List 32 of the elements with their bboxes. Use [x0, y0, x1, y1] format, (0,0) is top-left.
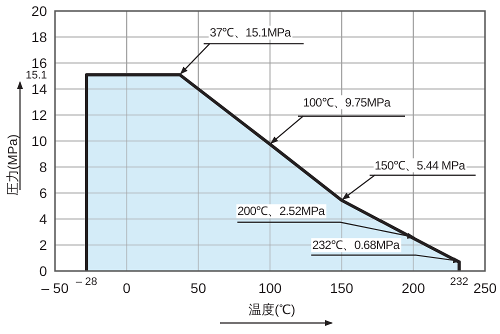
x-tick-label: 250: [473, 280, 497, 296]
y-tick-label: 16: [31, 55, 48, 71]
y-tick-label: 8: [39, 159, 48, 175]
y-tick-label: 20: [31, 3, 48, 19]
annotation: 232℃、0.68MPa: [312, 238, 400, 252]
y-axis-title: 圧力(MPa): [5, 134, 20, 196]
y-tick-label: 15.1: [26, 70, 47, 82]
x-tick-label: 0: [122, 280, 131, 296]
annotation: 37℃、15.1MPa: [210, 26, 292, 40]
annotation: 37℃、15.1MPa: [180, 26, 304, 74]
annotation: 150℃、5.44 MPa: [342, 158, 476, 200]
x-tick-label: 50: [190, 280, 206, 296]
x-tick-label: 150: [330, 280, 354, 296]
y-tick-label: 4: [39, 211, 48, 227]
x-tick-label: – 50: [41, 280, 69, 296]
x-tick-label: 232: [450, 276, 468, 288]
annotation: 100℃、9.75MPa: [270, 95, 405, 144]
annotation: 150℃、5.44 MPa: [374, 158, 466, 172]
x-axis-title: 温度(℃): [248, 302, 296, 317]
y-tick-label: 2: [39, 237, 48, 253]
annotation: 232℃、0.68MPa: [311, 238, 462, 264]
x-tick-label: 200: [402, 280, 426, 296]
y-tick-label: 18: [31, 29, 48, 45]
annotation: 100℃、9.75MPa: [303, 95, 391, 110]
x-tick-label: – 28: [76, 276, 98, 288]
annotation: 200℃、2.52MPa: [237, 204, 326, 218]
y-tick-label: 14: [31, 81, 48, 97]
annotation: 200℃、2.52MPa: [236, 204, 416, 239]
x-tick-label: 100: [258, 280, 282, 296]
y-tick-label: 6: [39, 185, 48, 201]
y-tick-label: 10: [31, 133, 48, 149]
y-tick-label: 12: [31, 107, 48, 123]
